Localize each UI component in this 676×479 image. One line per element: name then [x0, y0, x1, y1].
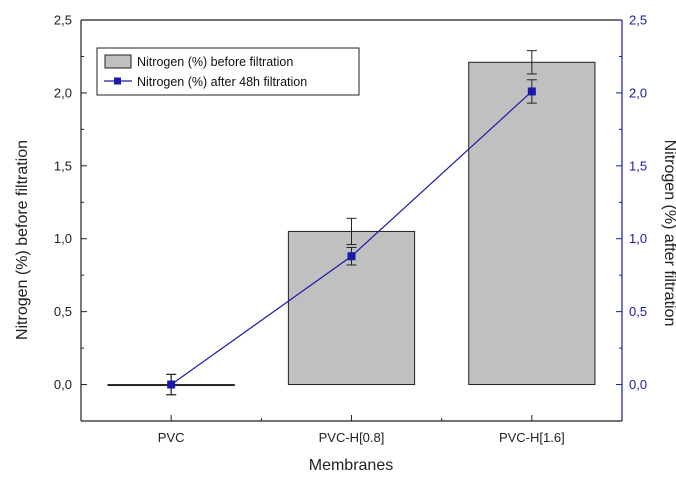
x-tick-label-2: PVC-H[1.6]: [499, 430, 565, 445]
x-axis-title: Membranes: [309, 457, 393, 474]
y-axis-title-left: Nitrogen (%) before filtration: [14, 140, 31, 340]
axes-layer: 0,0 0,0 0,5 0,5 1,0 1,0 1,5 1,5 2,0 2,0 2,5 2,5 PVC P…: [54, 13, 647, 446]
line-layer: [166, 79, 537, 396]
y-tick-label-right-4: 2,0: [629, 85, 647, 100]
x-tick-label-0: PVC: [158, 430, 185, 445]
legend-label-before: Nitrogen (%) before filtration: [137, 55, 293, 69]
y-tick-label-left-4: 2,0: [54, 85, 72, 100]
point-marker-2: [527, 87, 536, 96]
legend-swatch-marker: [114, 77, 121, 85]
y-tick-label-left-5: 2,5: [54, 13, 72, 28]
y-tick-label-left-0: 0,0: [54, 377, 72, 392]
point-marker-1: [347, 252, 356, 261]
point-marker-0: [167, 380, 176, 389]
y-tick-label-left-3: 1,5: [54, 158, 72, 173]
y-tick-label-right-1: 0,5: [629, 304, 647, 319]
y-tick-label-right-3: 1,5: [629, 158, 647, 173]
y-tick-label-right-0: 0,0: [629, 377, 647, 392]
y-tick-label-left-2: 1,0: [54, 231, 72, 246]
y-tick-label-right-5: 2,5: [629, 13, 647, 28]
legend: Nitrogen (%) before filtration Nitrogen …: [96, 47, 360, 96]
legend-label-after: Nitrogen (%) after 48h filtration: [137, 75, 307, 89]
y-tick-label-right-2: 1,0: [629, 231, 647, 246]
legend-swatch-bar: [104, 54, 132, 69]
bars-layer: [107, 50, 596, 396]
legend-box: [96, 47, 360, 96]
y-axis-title-right: Nitrogen (%) after filtration: [661, 140, 676, 327]
x-tick-label-1: PVC-H[0.8]: [319, 430, 385, 445]
bar-2: [468, 61, 596, 386]
y-tick-label-left-1: 0,5: [54, 304, 72, 319]
